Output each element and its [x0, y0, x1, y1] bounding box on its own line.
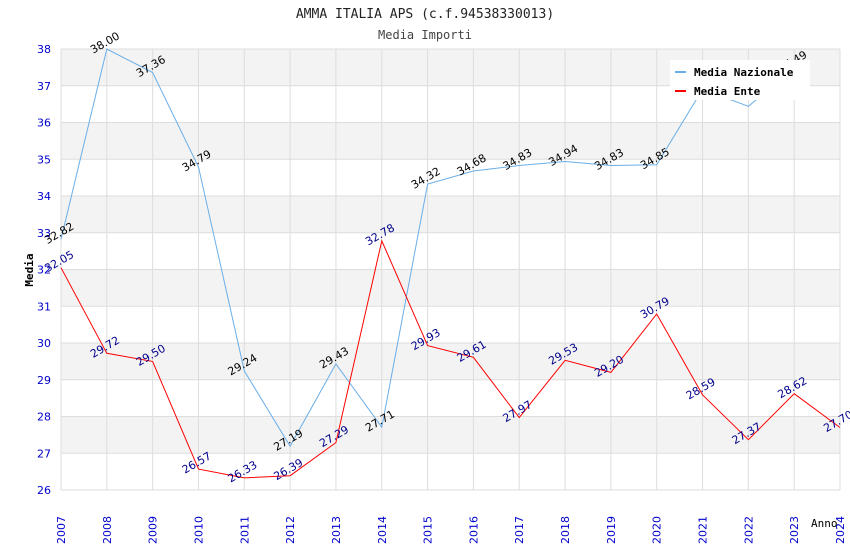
y-tick-label: 37	[37, 80, 51, 93]
x-axis-label: Anno	[811, 517, 838, 530]
y-tick-label: 35	[37, 153, 51, 166]
plot-band	[61, 232, 840, 270]
x-tick-label: 2021	[697, 516, 710, 544]
plot-band	[61, 122, 840, 160]
x-tick-label: 2022	[742, 516, 755, 544]
y-tick-label: 26	[37, 484, 51, 497]
y-tick-label: 38	[37, 43, 51, 56]
x-tick-label: 2023	[788, 516, 801, 544]
y-tick-label: 29	[37, 374, 51, 387]
chart-subtitle: Media Importi	[378, 28, 472, 42]
x-tick-label: 2009	[147, 516, 160, 544]
x-tick-label: 2014	[376, 516, 389, 544]
x-tick-label: 2007	[55, 516, 68, 544]
x-tick-label: 2008	[101, 516, 114, 544]
legend-entry: Media Nazionale	[694, 66, 794, 79]
y-tick-label: 30	[37, 337, 51, 350]
x-tick-label: 2012	[284, 516, 297, 544]
plot-band	[61, 196, 840, 233]
y-tick-label: 34	[37, 190, 51, 203]
x-tick-label: 2020	[651, 516, 664, 544]
chart-title: AMMA ITALIA APS (c.f.94538330013)	[296, 7, 554, 22]
plot-band	[61, 269, 840, 307]
gridlines	[60, 48, 841, 491]
y-tick-label: 33	[37, 227, 51, 240]
plot-band	[61, 416, 840, 454]
x-tick-label: 2024	[834, 516, 847, 544]
plot-band	[61, 379, 840, 417]
plot-bands	[61, 49, 840, 490]
x-tick-label: 2011	[238, 516, 251, 544]
x-tick-labels: 2007 2008 2009 2010 2011 2012 2013 2014 2015 2016…	[55, 516, 847, 544]
y-tick-label: 31	[37, 300, 51, 313]
x-tick-label: 2013	[330, 516, 343, 544]
y-tick-labels: 26 27 28 29 30 31 32 33 34 35 36 37 38	[37, 43, 51, 497]
y-tick-label: 28	[37, 411, 51, 424]
plot-band	[61, 343, 840, 380]
legend: Media Nazionale Media Ente	[670, 60, 810, 100]
x-tick-label: 2019	[605, 516, 618, 544]
series-lines	[60, 48, 841, 479]
legend-entry: Media Ente	[694, 85, 761, 98]
y-tick-label: 27	[37, 447, 51, 460]
y-tick-label: 36	[37, 117, 51, 130]
plot-band	[61, 453, 840, 490]
series-line-nazionale	[60, 48, 795, 448]
x-tick-label: 2015	[422, 516, 435, 544]
y-tick-label: 32	[37, 264, 51, 277]
legend-box	[670, 60, 810, 100]
x-tick-label: 2010	[192, 516, 205, 544]
series-line-ente	[60, 239, 841, 479]
plot-band	[61, 306, 840, 343]
x-tick-label: 2016	[467, 516, 480, 544]
x-tick-label: 2018	[559, 516, 572, 544]
y-axis-label: Media	[23, 253, 36, 286]
x-tick-label: 2017	[513, 516, 526, 544]
